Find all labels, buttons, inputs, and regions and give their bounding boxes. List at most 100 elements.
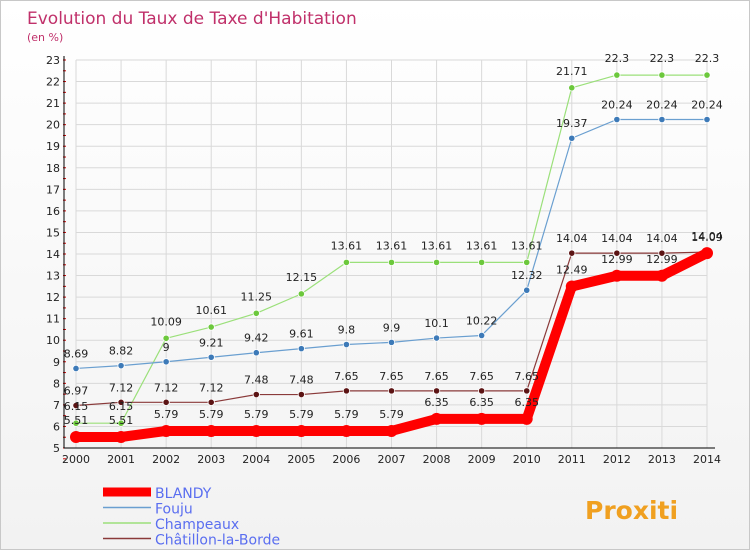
data-label: 20.24 — [601, 98, 633, 111]
data-point — [655, 269, 668, 282]
x-tick-label: 2008 — [423, 453, 451, 466]
data-label: 22.3 — [695, 52, 720, 65]
series-layer — [70, 71, 713, 444]
grid-layer — [75, 59, 708, 449]
x-tick-label: 2014 — [693, 453, 721, 466]
x-tick-label: 2010 — [513, 453, 541, 466]
data-point — [297, 345, 305, 353]
data-point — [432, 387, 441, 395]
data-label: 9 — [163, 341, 170, 354]
data-label: 14.04 — [556, 232, 588, 245]
data-label: 14.04 — [691, 230, 723, 243]
data-point — [117, 419, 125, 427]
data-point — [610, 269, 623, 282]
data-point — [207, 323, 215, 331]
x-tick-label: 2012 — [603, 453, 631, 466]
data-point — [478, 331, 486, 340]
y-tick-label: 6 — [53, 420, 60, 433]
x-tick-label: 2011 — [558, 453, 586, 466]
axis-layer: 5 6 7 8 9 10 11 12 13 14 15 16 17 18 19 20 21 22 23 2000 200… — [46, 54, 721, 466]
y-tick-label: 16 — [46, 205, 60, 218]
y-tick-label: 5 — [53, 442, 60, 455]
y-tick-label: 15 — [46, 226, 60, 239]
data-label: 12.99 — [646, 253, 678, 266]
data-label: 9.8 — [338, 324, 356, 337]
data-label: 10.22 — [466, 314, 498, 327]
data-label: 5.79 — [244, 408, 269, 421]
data-point — [478, 258, 486, 267]
data-label: 13.61 — [511, 239, 543, 252]
data-label: 7.65 — [469, 370, 494, 383]
data-label: 7.12 — [199, 381, 224, 394]
data-label: 14.04 — [646, 232, 678, 245]
data-point — [478, 387, 486, 395]
data-label: 6.15 — [109, 400, 134, 413]
data-point — [568, 84, 576, 92]
data-point — [207, 398, 215, 406]
data-point — [162, 334, 170, 342]
y-tick-label: 10 — [46, 334, 60, 347]
data-label: 5.79 — [289, 408, 314, 421]
data-point — [162, 358, 170, 366]
data-point — [72, 364, 80, 373]
data-label: 6.35 — [424, 396, 449, 409]
data-point — [117, 362, 125, 370]
data-label: 20.24 — [646, 98, 678, 111]
data-label: 21.71 — [556, 65, 588, 78]
data-label: 5.51 — [109, 414, 134, 427]
data-label: 14.04 — [601, 232, 633, 245]
data-point — [430, 412, 443, 425]
data-label: 5.79 — [199, 408, 224, 421]
data-point — [613, 249, 621, 257]
data-label: 7.65 — [334, 370, 359, 383]
data-point — [160, 424, 173, 437]
data-label: 9.21 — [199, 336, 224, 349]
data-label: 10.1 — [424, 317, 449, 330]
data-point — [475, 412, 488, 425]
y-tick-label: 11 — [46, 313, 60, 326]
data-point — [340, 424, 353, 437]
x-tick-label: 2007 — [378, 453, 406, 466]
data-point — [342, 340, 351, 349]
y-tick-label: 14 — [46, 248, 60, 261]
y-tick-label: 8 — [53, 377, 60, 390]
x-tick-label: 2013 — [648, 453, 676, 466]
y-tick-label: 12 — [46, 291, 60, 304]
data-point — [568, 134, 576, 142]
data-point — [72, 401, 80, 410]
data-label: 14.09 — [691, 231, 723, 244]
data-point — [523, 286, 531, 294]
data-label: 13.61 — [466, 239, 498, 252]
legend-label: Châtillon-la-Borde — [155, 533, 280, 549]
y-tick-label: 18 — [46, 162, 60, 175]
data-label: 13.61 — [376, 239, 408, 252]
y-tick-label: 19 — [46, 140, 60, 153]
data-label: 12.32 — [511, 269, 543, 282]
y-tick-label: 9 — [53, 356, 60, 369]
data-point — [520, 412, 533, 425]
data-label: 13.61 — [421, 239, 453, 252]
data-label: 6.97 — [64, 385, 89, 398]
data-label: 6.35 — [514, 396, 539, 409]
data-label: 11.25 — [241, 290, 273, 303]
y-tick-label: 7 — [53, 399, 60, 412]
data-point — [658, 71, 666, 79]
x-tick-label: 2000 — [62, 453, 90, 466]
data-point — [207, 353, 215, 361]
y-tick-label: 13 — [46, 270, 60, 283]
data-point — [115, 431, 128, 444]
data-point — [387, 387, 396, 395]
data-point — [297, 390, 305, 399]
data-label: 20.24 — [691, 98, 723, 111]
data-point — [703, 115, 711, 124]
data-point — [658, 249, 666, 257]
chart-subtitle: (en %) — [27, 31, 63, 44]
data-point — [342, 387, 351, 395]
data-point — [117, 398, 125, 406]
data-label: 5.79 — [154, 408, 179, 421]
x-tick-label: 2004 — [242, 453, 270, 466]
chart-title: Evolution du Taux de Taxe d'Habitation — [27, 9, 357, 29]
